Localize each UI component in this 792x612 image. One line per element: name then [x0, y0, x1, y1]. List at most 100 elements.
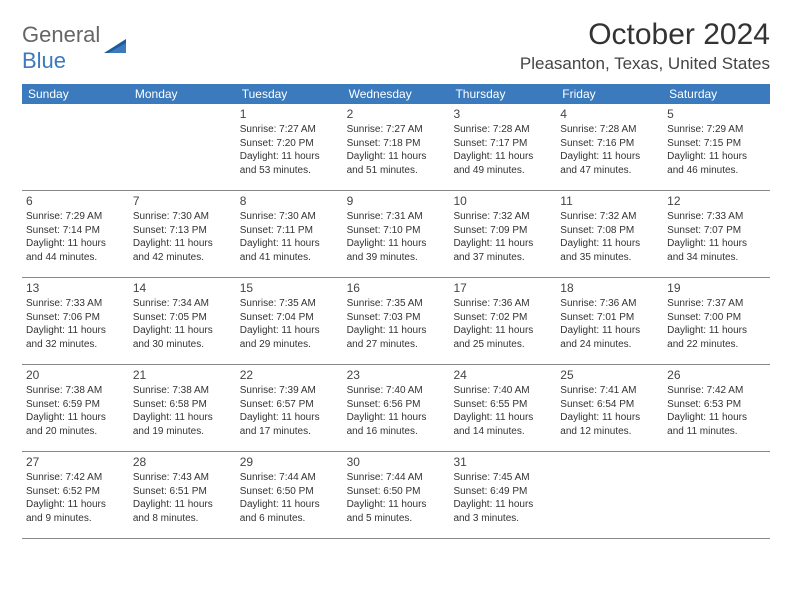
- day-cell: 17Sunrise: 7:36 AMSunset: 7:02 PMDayligh…: [449, 278, 556, 364]
- sunset-text: Sunset: 7:10 PM: [347, 224, 446, 238]
- brand-line2: Blue: [22, 48, 66, 73]
- day-cell: 25Sunrise: 7:41 AMSunset: 6:54 PMDayligh…: [556, 365, 663, 451]
- daylight-text: Daylight: 11 hours and 44 minutes.: [26, 237, 125, 264]
- sunrise-text: Sunrise: 7:28 AM: [453, 123, 552, 137]
- sunrise-text: Sunrise: 7:45 AM: [453, 471, 552, 485]
- day-cell: 26Sunrise: 7:42 AMSunset: 6:53 PMDayligh…: [663, 365, 770, 451]
- empty-day-cell: [556, 452, 663, 538]
- sunrise-text: Sunrise: 7:33 AM: [667, 210, 766, 224]
- calendar-table: SundayMondayTuesdayWednesdayThursdayFrid…: [22, 84, 770, 539]
- sunrise-text: Sunrise: 7:44 AM: [347, 471, 446, 485]
- weekday-header-cell: Monday: [129, 84, 236, 104]
- daylight-text: Daylight: 11 hours and 11 minutes.: [667, 411, 766, 438]
- sunrise-text: Sunrise: 7:40 AM: [347, 384, 446, 398]
- day-number: 9: [347, 193, 446, 209]
- sunset-text: Sunset: 6:58 PM: [133, 398, 232, 412]
- day-number: 13: [26, 280, 125, 296]
- sunset-text: Sunset: 7:04 PM: [240, 311, 339, 325]
- day-cell: 21Sunrise: 7:38 AMSunset: 6:58 PMDayligh…: [129, 365, 236, 451]
- sunset-text: Sunset: 6:56 PM: [347, 398, 446, 412]
- daylight-text: Daylight: 11 hours and 51 minutes.: [347, 150, 446, 177]
- sunrise-text: Sunrise: 7:42 AM: [26, 471, 125, 485]
- title-block: October 2024 Pleasanton, Texas, United S…: [520, 18, 770, 74]
- day-number: 3: [453, 106, 552, 122]
- day-cell: 19Sunrise: 7:37 AMSunset: 7:00 PMDayligh…: [663, 278, 770, 364]
- daylight-text: Daylight: 11 hours and 41 minutes.: [240, 237, 339, 264]
- week-row: 27Sunrise: 7:42 AMSunset: 6:52 PMDayligh…: [22, 452, 770, 539]
- sunset-text: Sunset: 7:13 PM: [133, 224, 232, 238]
- day-number: 25: [560, 367, 659, 383]
- sunrise-text: Sunrise: 7:35 AM: [240, 297, 339, 311]
- day-number: 10: [453, 193, 552, 209]
- daylight-text: Daylight: 11 hours and 17 minutes.: [240, 411, 339, 438]
- sunset-text: Sunset: 6:49 PM: [453, 485, 552, 499]
- day-number: 15: [240, 280, 339, 296]
- month-title: October 2024: [520, 18, 770, 52]
- day-cell: 13Sunrise: 7:33 AMSunset: 7:06 PMDayligh…: [22, 278, 129, 364]
- sunrise-text: Sunrise: 7:33 AM: [26, 297, 125, 311]
- sunset-text: Sunset: 6:52 PM: [26, 485, 125, 499]
- day-cell: 14Sunrise: 7:34 AMSunset: 7:05 PMDayligh…: [129, 278, 236, 364]
- weekday-header-row: SundayMondayTuesdayWednesdayThursdayFrid…: [22, 84, 770, 104]
- day-cell: 15Sunrise: 7:35 AMSunset: 7:04 PMDayligh…: [236, 278, 343, 364]
- daylight-text: Daylight: 11 hours and 42 minutes.: [133, 237, 232, 264]
- daylight-text: Daylight: 11 hours and 24 minutes.: [560, 324, 659, 351]
- sunrise-text: Sunrise: 7:32 AM: [560, 210, 659, 224]
- sunset-text: Sunset: 6:50 PM: [240, 485, 339, 499]
- sunrise-text: Sunrise: 7:38 AM: [26, 384, 125, 398]
- day-cell: 20Sunrise: 7:38 AMSunset: 6:59 PMDayligh…: [22, 365, 129, 451]
- weekday-header-cell: Sunday: [22, 84, 129, 104]
- sunset-text: Sunset: 7:08 PM: [560, 224, 659, 238]
- daylight-text: Daylight: 11 hours and 47 minutes.: [560, 150, 659, 177]
- day-cell: 12Sunrise: 7:33 AMSunset: 7:07 PMDayligh…: [663, 191, 770, 277]
- day-number: 2: [347, 106, 446, 122]
- sunrise-text: Sunrise: 7:40 AM: [453, 384, 552, 398]
- sunrise-text: Sunrise: 7:29 AM: [26, 210, 125, 224]
- day-cell: 10Sunrise: 7:32 AMSunset: 7:09 PMDayligh…: [449, 191, 556, 277]
- daylight-text: Daylight: 11 hours and 19 minutes.: [133, 411, 232, 438]
- weekday-header-cell: Tuesday: [236, 84, 343, 104]
- day-number: 12: [667, 193, 766, 209]
- day-cell: 7Sunrise: 7:30 AMSunset: 7:13 PMDaylight…: [129, 191, 236, 277]
- empty-day-cell: [663, 452, 770, 538]
- sunset-text: Sunset: 7:17 PM: [453, 137, 552, 151]
- daylight-text: Daylight: 11 hours and 22 minutes.: [667, 324, 766, 351]
- day-cell: 9Sunrise: 7:31 AMSunset: 7:10 PMDaylight…: [343, 191, 450, 277]
- sunrise-text: Sunrise: 7:29 AM: [667, 123, 766, 137]
- sunset-text: Sunset: 7:11 PM: [240, 224, 339, 238]
- week-row: 13Sunrise: 7:33 AMSunset: 7:06 PMDayligh…: [22, 278, 770, 365]
- sunrise-text: Sunrise: 7:39 AM: [240, 384, 339, 398]
- sunset-text: Sunset: 7:16 PM: [560, 137, 659, 151]
- day-number: 21: [133, 367, 232, 383]
- weekday-header-cell: Wednesday: [343, 84, 450, 104]
- sunset-text: Sunset: 7:07 PM: [667, 224, 766, 238]
- sunrise-text: Sunrise: 7:30 AM: [133, 210, 232, 224]
- day-number: 29: [240, 454, 339, 470]
- sunset-text: Sunset: 7:09 PM: [453, 224, 552, 238]
- day-cell: 22Sunrise: 7:39 AMSunset: 6:57 PMDayligh…: [236, 365, 343, 451]
- daylight-text: Daylight: 11 hours and 27 minutes.: [347, 324, 446, 351]
- page-header: General Blue October 2024 Pleasanton, Te…: [22, 18, 770, 74]
- day-number: 5: [667, 106, 766, 122]
- day-number: 14: [133, 280, 232, 296]
- day-number: 30: [347, 454, 446, 470]
- sunset-text: Sunset: 7:14 PM: [26, 224, 125, 238]
- day-number: 16: [347, 280, 446, 296]
- sunset-text: Sunset: 7:02 PM: [453, 311, 552, 325]
- sunrise-text: Sunrise: 7:41 AM: [560, 384, 659, 398]
- day-cell: 23Sunrise: 7:40 AMSunset: 6:56 PMDayligh…: [343, 365, 450, 451]
- day-number: 6: [26, 193, 125, 209]
- day-cell: 1Sunrise: 7:27 AMSunset: 7:20 PMDaylight…: [236, 104, 343, 190]
- week-row: 20Sunrise: 7:38 AMSunset: 6:59 PMDayligh…: [22, 365, 770, 452]
- sunrise-text: Sunrise: 7:31 AM: [347, 210, 446, 224]
- daylight-text: Daylight: 11 hours and 16 minutes.: [347, 411, 446, 438]
- day-cell: 28Sunrise: 7:43 AMSunset: 6:51 PMDayligh…: [129, 452, 236, 538]
- sunset-text: Sunset: 7:05 PM: [133, 311, 232, 325]
- day-number: 1: [240, 106, 339, 122]
- day-cell: 11Sunrise: 7:32 AMSunset: 7:08 PMDayligh…: [556, 191, 663, 277]
- day-number: 22: [240, 367, 339, 383]
- daylight-text: Daylight: 11 hours and 35 minutes.: [560, 237, 659, 264]
- day-number: 24: [453, 367, 552, 383]
- sunset-text: Sunset: 7:01 PM: [560, 311, 659, 325]
- day-cell: 29Sunrise: 7:44 AMSunset: 6:50 PMDayligh…: [236, 452, 343, 538]
